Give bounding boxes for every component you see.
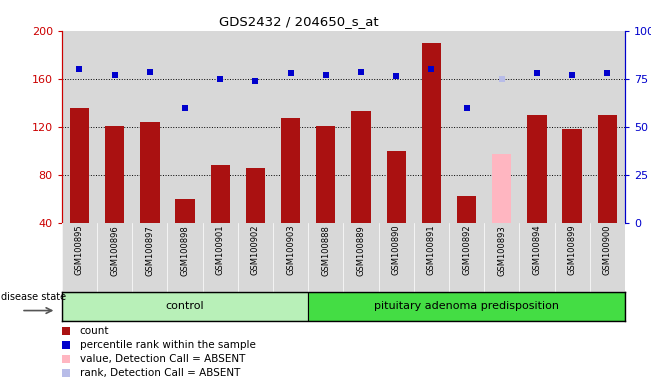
Text: control: control bbox=[166, 301, 204, 311]
Text: GSM100900: GSM100900 bbox=[603, 225, 612, 275]
Text: GSM100890: GSM100890 bbox=[392, 225, 401, 275]
Bar bbox=[387, 151, 406, 223]
Title: GDS2432 / 204650_s_at: GDS2432 / 204650_s_at bbox=[219, 15, 378, 28]
Text: value, Detection Call = ABSENT: value, Detection Call = ABSENT bbox=[79, 354, 245, 364]
Text: GSM100889: GSM100889 bbox=[357, 225, 365, 276]
Text: GSM100903: GSM100903 bbox=[286, 225, 295, 275]
Bar bbox=[308, 292, 625, 321]
Bar bbox=[62, 292, 308, 321]
Text: GSM100894: GSM100894 bbox=[533, 225, 542, 275]
Bar bbox=[562, 129, 582, 223]
Text: count: count bbox=[79, 326, 109, 336]
Text: GSM100888: GSM100888 bbox=[322, 225, 330, 276]
Text: GSM100893: GSM100893 bbox=[497, 225, 506, 276]
Bar bbox=[281, 118, 300, 223]
Bar bbox=[105, 126, 124, 223]
Bar bbox=[140, 122, 159, 223]
Bar bbox=[492, 154, 512, 223]
Text: GSM100898: GSM100898 bbox=[180, 225, 189, 276]
Bar bbox=[352, 111, 370, 223]
Bar bbox=[598, 115, 617, 223]
Text: GSM100891: GSM100891 bbox=[427, 225, 436, 275]
Bar bbox=[70, 108, 89, 223]
Text: GSM100902: GSM100902 bbox=[251, 225, 260, 275]
Bar bbox=[175, 199, 195, 223]
Bar bbox=[422, 43, 441, 223]
Bar bbox=[245, 167, 265, 223]
Bar bbox=[457, 196, 477, 223]
Bar bbox=[316, 126, 335, 223]
Text: GSM100896: GSM100896 bbox=[110, 225, 119, 276]
Text: disease state: disease state bbox=[1, 291, 66, 302]
Bar bbox=[210, 165, 230, 223]
Text: GSM100901: GSM100901 bbox=[215, 225, 225, 275]
Text: rank, Detection Call = ABSENT: rank, Detection Call = ABSENT bbox=[79, 368, 240, 378]
Text: GSM100897: GSM100897 bbox=[145, 225, 154, 276]
Text: pituitary adenoma predisposition: pituitary adenoma predisposition bbox=[374, 301, 559, 311]
Text: GSM100899: GSM100899 bbox=[568, 225, 577, 275]
Bar bbox=[527, 115, 547, 223]
Text: GSM100895: GSM100895 bbox=[75, 225, 84, 275]
Text: percentile rank within the sample: percentile rank within the sample bbox=[79, 340, 255, 350]
Text: GSM100892: GSM100892 bbox=[462, 225, 471, 275]
